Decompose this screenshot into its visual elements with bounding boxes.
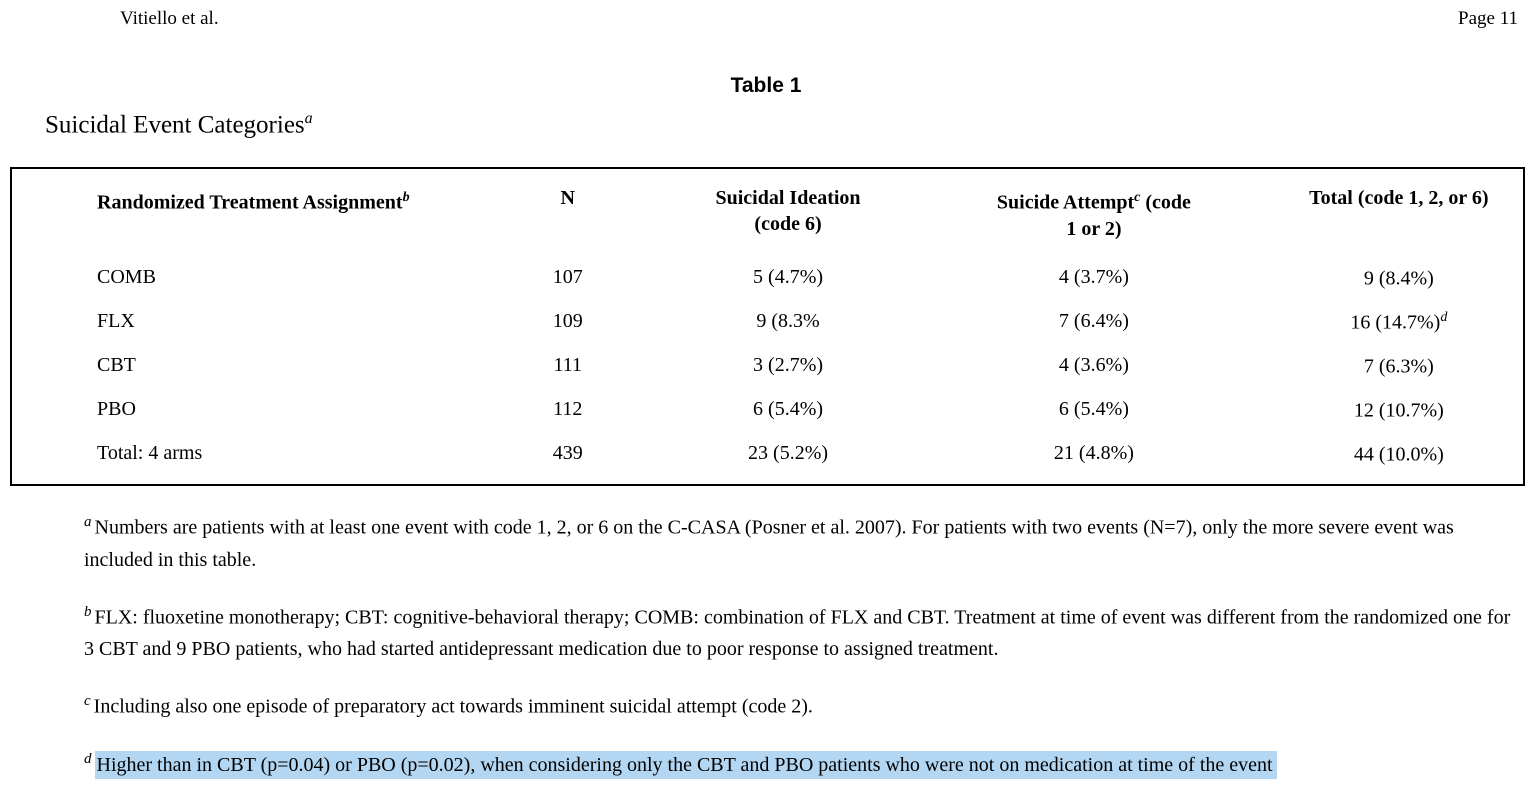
column-header-treatment-label: Randomized Treatment Assignment bbox=[97, 191, 403, 214]
cell-total-value: 7 (6.3%) bbox=[1363, 355, 1434, 378]
cell-suicidal-ideation: 23 (5.2%) bbox=[748, 442, 829, 465]
column-header-n: N bbox=[473, 183, 663, 256]
column-header-suicidal-ideation-line2: (code 6) bbox=[754, 213, 822, 236]
page-number: Page 11 bbox=[1458, 8, 1518, 29]
table-row-cbt: CBT 111 3 (2.7%) 4 (3.6%) 7 (6.3%) bbox=[12, 344, 1523, 388]
footnote-a-marker: a bbox=[84, 513, 92, 530]
cell-total-value: 44 (10.0%) bbox=[1353, 443, 1444, 466]
results-table: Randomized Treatment Assignmentb N Suici… bbox=[12, 183, 1523, 476]
cell-n: 109 bbox=[552, 310, 583, 333]
table-row-flx: FLX 109 9 (8.3% 7 (6.4%) 16 (14.7%)d bbox=[12, 300, 1523, 344]
cell-suicide-attempt: 6 (5.4%) bbox=[1058, 398, 1129, 421]
footnote-b: b FLX: fluoxetine monotherapy; CBT: cogni… bbox=[84, 596, 1524, 666]
cell-suicidal-ideation: 6 (5.4%) bbox=[753, 398, 824, 421]
cell-n: 439 bbox=[552, 442, 583, 465]
cell-total-footnote-marker: d bbox=[1440, 309, 1448, 325]
cell-suicide-attempt: 4 (3.6%) bbox=[1058, 354, 1129, 377]
footnote-b-text: FLX: fluoxetine monotherapy; CBT: cognit… bbox=[84, 606, 1511, 661]
footnote-d: d Higher than in CBT (p=0.04) or PBO (p=0… bbox=[84, 743, 1524, 781]
footnote-a-text: Numbers are patients with at least one e… bbox=[84, 516, 1454, 571]
column-header-suicidal-ideation: Suicidal Ideation (code 6) bbox=[663, 183, 913, 256]
footnote-c: c Including also one episode of preparato… bbox=[84, 685, 1524, 723]
footnote-b-marker: b bbox=[84, 603, 92, 620]
cell-total-value: 9 (8.4%) bbox=[1363, 267, 1434, 290]
table-row-pbo: PBO 112 6 (5.4%) 6 (5.4%) 12 (10.7%) bbox=[12, 388, 1523, 432]
column-header-treatment: Randomized Treatment Assignmentb bbox=[12, 183, 473, 256]
table-title-footnote-marker: a bbox=[304, 110, 313, 127]
cell-n: 111 bbox=[553, 354, 582, 377]
column-header-total-label: Total (code 1, 2, or 6) bbox=[1309, 187, 1489, 210]
footnote-c-marker: c bbox=[84, 693, 91, 710]
author-header: Vitiello et al. bbox=[120, 8, 219, 29]
cell-treatment: COMB bbox=[97, 266, 156, 289]
cell-treatment: Total: 4 arms bbox=[97, 442, 203, 465]
cell-n: 107 bbox=[552, 266, 583, 289]
footnotes-section: a Numbers are patients with at least one … bbox=[84, 506, 1524, 802]
results-table-box: Randomized Treatment Assignmentb N Suici… bbox=[10, 167, 1525, 486]
cell-suicide-attempt: 4 (3.7%) bbox=[1058, 266, 1129, 289]
footnote-a: a Numbers are patients with at least one … bbox=[84, 506, 1524, 576]
column-header-suicide-attempt-line2: 1 or 2) bbox=[1066, 217, 1122, 240]
suicide-attempt-footnote-marker: c bbox=[1134, 190, 1141, 206]
suicide-attempt-label-cont: (code bbox=[1140, 191, 1191, 214]
cell-n: 112 bbox=[553, 398, 583, 421]
cell-total: 7 (6.3%) bbox=[1275, 344, 1523, 388]
cell-suicide-attempt: 7 (6.4%) bbox=[1058, 310, 1129, 333]
cell-total-value: 12 (10.7%) bbox=[1353, 399, 1444, 422]
column-header-suicidal-ideation-line1: Suicidal Ideation bbox=[715, 187, 861, 210]
cell-suicidal-ideation: 3 (2.7%) bbox=[753, 354, 824, 377]
table-header-row: Randomized Treatment Assignmentb N Suici… bbox=[12, 183, 1523, 256]
column-header-suicide-attempt: Suicide Attemptc (code 1 or 2) bbox=[913, 183, 1274, 256]
cell-suicidal-ideation: 5 (4.7%) bbox=[753, 266, 824, 289]
column-header-n-label: N bbox=[560, 187, 575, 210]
cell-total: 9 (8.4%) bbox=[1275, 256, 1523, 300]
cell-treatment: PBO bbox=[97, 398, 136, 421]
treatment-footnote-marker: b bbox=[402, 190, 410, 206]
column-header-total: Total (code 1, 2, or 6) bbox=[1275, 183, 1523, 256]
table-row-total: Total: 4 arms 439 23 (5.2%) 21 (4.8%) 44… bbox=[12, 432, 1523, 476]
footnote-c-text: Including also one episode of preparator… bbox=[93, 695, 813, 718]
cell-total: 44 (10.0%) bbox=[1275, 432, 1523, 476]
cell-total: 16 (14.7%)d bbox=[1275, 300, 1523, 344]
table-label: Table 1 bbox=[730, 74, 802, 97]
suicide-attempt-label: Suicide Attempt bbox=[996, 191, 1135, 214]
cell-suicide-attempt: 21 (4.8%) bbox=[1053, 442, 1134, 465]
table-title-text: Suicidal Event Categories bbox=[45, 111, 305, 139]
table-row-comb: COMB 107 5 (4.7%) 4 (3.7%) 9 (8.4%) bbox=[12, 256, 1523, 300]
cell-suicidal-ideation: 9 (8.3% bbox=[756, 310, 820, 333]
cell-treatment: FLX bbox=[97, 310, 135, 333]
table-title: Suicidal Event Categoriesa bbox=[45, 110, 1532, 139]
page-header: Vitiello et al. Page 11 bbox=[0, 0, 1532, 30]
cell-total: 12 (10.7%) bbox=[1275, 388, 1523, 432]
column-header-suicide-attempt-line1: Suicide Attemptc (code bbox=[913, 185, 1274, 216]
footnote-d-marker: d bbox=[84, 750, 92, 767]
cell-treatment: CBT bbox=[97, 354, 136, 377]
footnote-d-highlighted-text: Higher than in CBT (p=0.04) or PBO (p=0.… bbox=[94, 750, 1277, 779]
cell-total-value: 16 (14.7%) bbox=[1350, 311, 1441, 334]
